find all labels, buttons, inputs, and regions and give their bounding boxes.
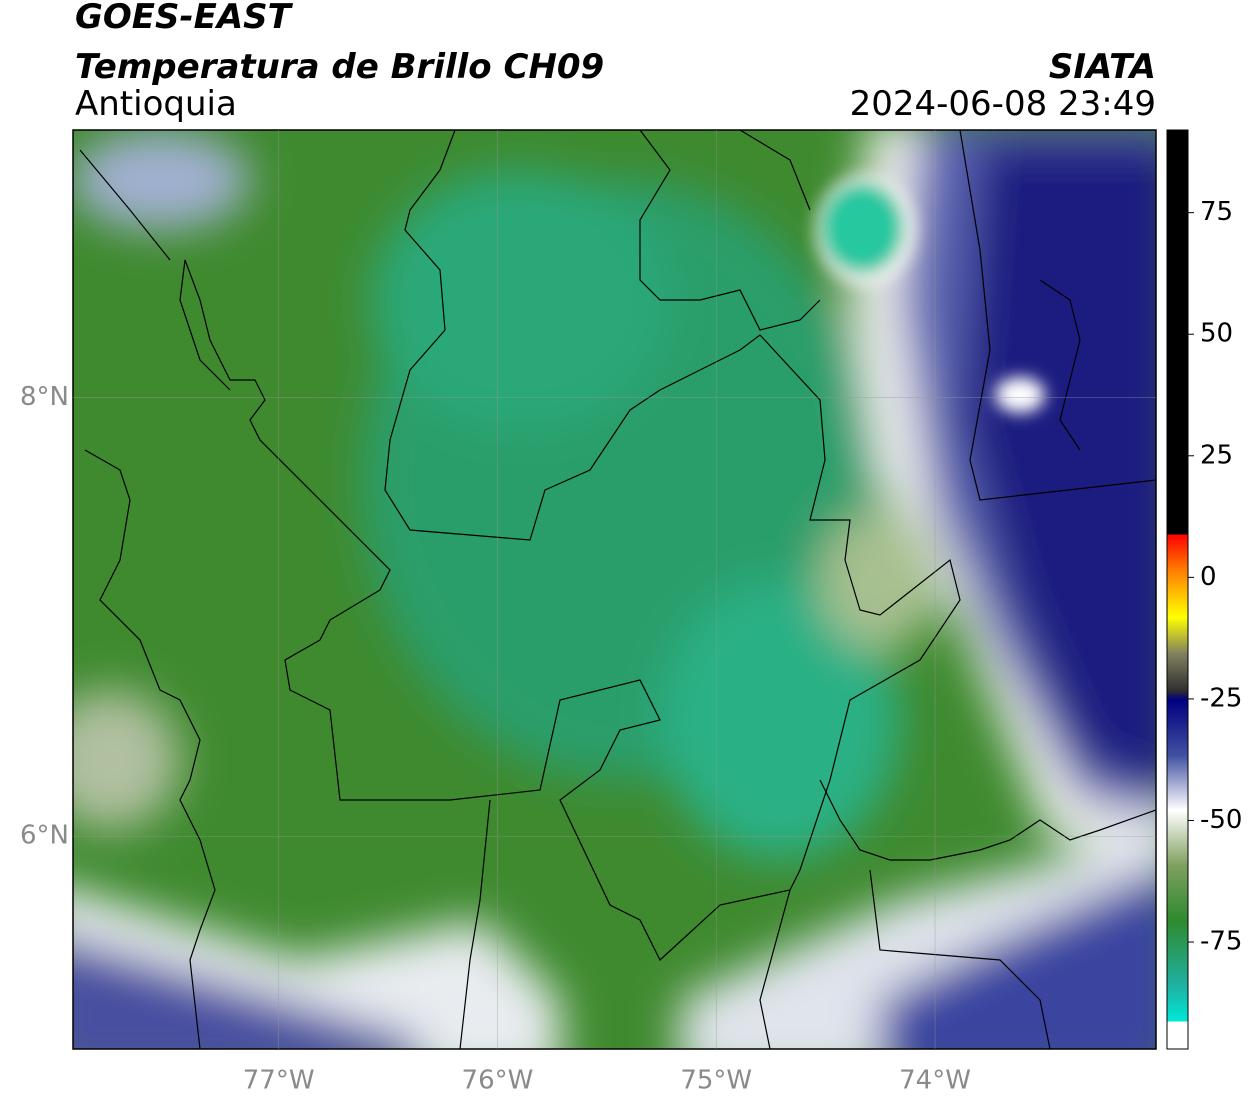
x-tick-label: 77°W xyxy=(243,1066,315,1096)
title: GOES-EAST xyxy=(75,0,294,37)
colorbar-tick-label: -75 xyxy=(1200,927,1242,957)
colorbar-tick-label: 25 xyxy=(1200,440,1233,470)
colorbar-tick-label: 0 xyxy=(1200,562,1217,592)
colorbar-tick-label: 50 xyxy=(1200,319,1233,349)
colorbar-tick-label: -50 xyxy=(1200,805,1242,835)
region: Antioquia xyxy=(75,84,237,124)
colorbar-tick-label: 75 xyxy=(1200,197,1233,227)
x-tick-label: 74°W xyxy=(899,1066,971,1096)
y-tick-label: 6°N xyxy=(20,821,69,851)
map-frame xyxy=(72,129,1157,1050)
subtitle: Temperatura de Brillo CH09 xyxy=(75,47,604,87)
source: SIATA xyxy=(1049,47,1156,87)
x-tick-label: 76°W xyxy=(462,1066,534,1096)
timestamp: 2024-06-08 23:49 xyxy=(850,84,1156,124)
colorbar-tick-label: -25 xyxy=(1200,683,1242,713)
satellite-image xyxy=(73,130,1156,1049)
colorbar xyxy=(1166,129,1189,1050)
y-tick-label: 8°N xyxy=(20,382,69,412)
x-tick-label: 75°W xyxy=(680,1066,752,1096)
